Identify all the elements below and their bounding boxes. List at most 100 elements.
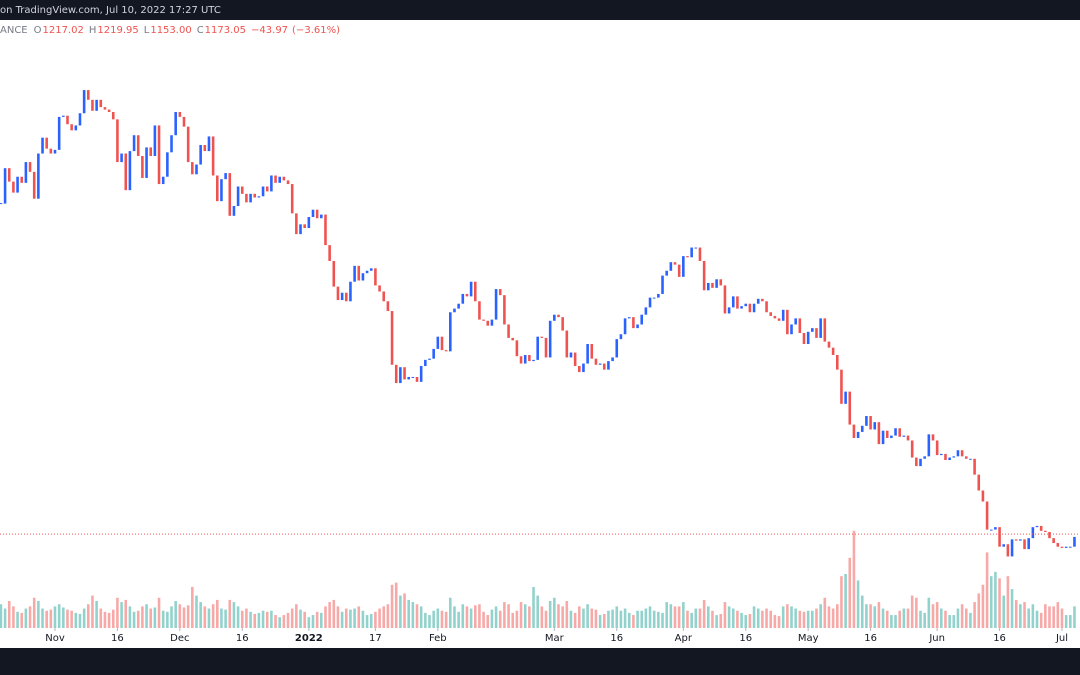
candle [20,176,24,183]
candle [956,450,960,457]
volume-bar [28,606,32,628]
candle [669,262,673,271]
volume-bar [12,606,15,628]
volume-bar [37,601,40,628]
volume-bar [3,608,7,628]
candle [806,331,810,345]
candle [170,135,173,153]
volume-bar [224,609,227,628]
volume-bar [885,610,889,628]
volume-bar [390,584,394,628]
candle [390,311,394,365]
candle [207,136,211,152]
volume-bar [532,586,535,628]
volume-bar [723,602,727,628]
candle [919,458,922,467]
candle [503,295,506,325]
candle [998,527,1001,547]
volume-bar [461,604,465,628]
candle [632,317,635,329]
candle [99,99,103,108]
candle [349,281,352,302]
candle [378,285,381,292]
candle [690,247,693,258]
x-tick-label: 16 [739,633,752,644]
candle [166,152,169,177]
candle [615,339,619,358]
volume-bar [1064,615,1068,628]
volume-bar [769,610,772,628]
candle [981,490,985,502]
x-tick-label: Apr [675,633,693,644]
volume-bar [848,557,852,628]
candle [478,301,481,320]
candle [124,153,128,191]
candle [116,119,119,163]
volume-bar [203,606,207,628]
candle [270,175,273,192]
candle [856,431,860,439]
volume-bar [0,604,3,628]
volume-bar [315,611,319,628]
candle [286,180,290,185]
volume-bar [523,604,527,628]
candle [382,291,386,302]
candle [973,458,976,475]
candle [569,352,573,358]
volume-bar [415,604,419,628]
volume-bar [640,610,644,628]
legend-text: −43.97 [251,25,288,36]
candle [74,125,78,131]
volume-bar [374,611,377,628]
candle [228,173,232,216]
volume-bar [24,608,28,628]
candle [740,306,743,309]
volume-bar [1002,595,1006,628]
volume-bar [236,606,240,628]
candle [910,440,914,458]
volume-bar [57,604,61,628]
volume-bar [752,606,756,628]
candle [894,428,897,436]
candle [952,456,956,458]
candle [216,175,219,202]
candle [715,279,718,288]
x-axis-area [0,628,1080,648]
candle [727,307,731,314]
legend-text: 1173.05 [205,25,246,36]
volume-bar [411,602,415,628]
volume-bar [365,615,369,628]
candle [1031,527,1035,539]
volume-bar [815,608,818,628]
candle [598,363,602,365]
volume-bar [515,610,519,628]
volume-bar [727,606,731,628]
legend-text: C [197,25,204,36]
candle [777,318,781,321]
volume-bar [265,611,269,628]
x-tick-label: Mar [545,633,565,644]
volume-bar [877,602,881,628]
candle [761,298,764,302]
candle [565,330,569,358]
volume-bar [960,604,964,628]
volume-bar [831,608,835,628]
x-tick-label: Jun [928,633,945,644]
candle [191,162,194,175]
volume-bar [444,611,448,628]
candle [340,292,344,301]
candle [532,359,535,362]
candle [927,434,931,457]
volume-bar [927,597,931,628]
volume-bar [835,604,839,628]
candle [3,168,7,204]
legend-text: 1217.02 [43,25,84,36]
candle [344,292,348,302]
candle [332,260,336,287]
volume-bar [328,602,331,628]
volume-bar [661,612,664,628]
volume-bar [261,610,265,628]
candle [111,112,115,120]
candle [178,112,182,117]
